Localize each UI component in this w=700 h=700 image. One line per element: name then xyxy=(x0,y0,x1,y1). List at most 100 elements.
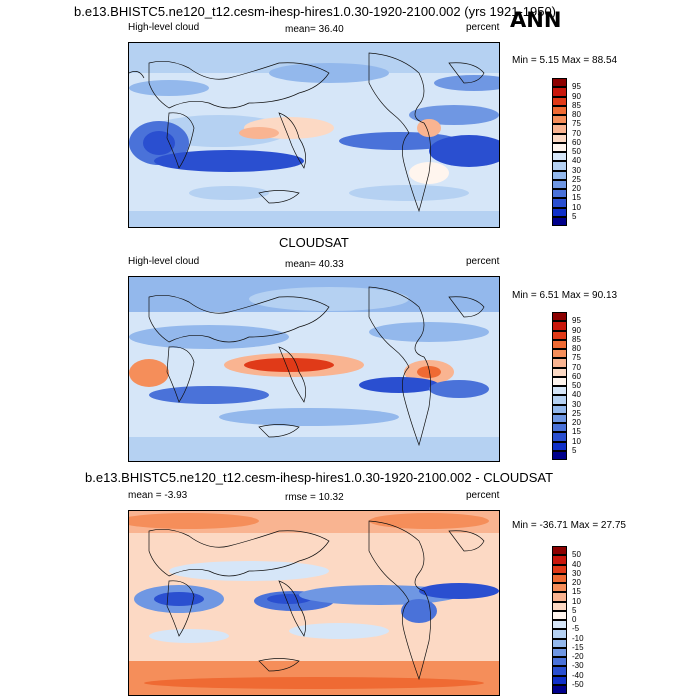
colorbar-cell xyxy=(552,358,567,368)
colorbar-label: -5 xyxy=(572,624,580,634)
colorbar-label: 30 xyxy=(572,399,581,409)
colorbar-label: 40 xyxy=(572,390,581,400)
panel2-title: CLOUDSAT xyxy=(279,235,349,250)
panel1-map xyxy=(128,42,500,228)
colorbar-label: 30 xyxy=(572,568,581,578)
colorbar-cell xyxy=(552,583,567,593)
colorbar-label: 75 xyxy=(572,119,581,129)
colorbar-label: 95 xyxy=(572,316,581,326)
colorbar-label: 85 xyxy=(572,334,581,344)
colorbar-label: -40 xyxy=(572,670,584,680)
colorbar-label: 40 xyxy=(572,559,581,569)
colorbar-label: 90 xyxy=(572,91,581,101)
panel1-mean-label: mean= 36.40 xyxy=(285,24,344,35)
colorbar-cell xyxy=(552,441,567,451)
panel1-colorbar: 95 90 85 80 75 70 60 50 40 30 25 20 15 10 5 xyxy=(552,78,592,226)
colorbar-label: -50 xyxy=(572,679,584,689)
panel3-title: b.e13.BHISTC5.ne120_t12.cesm-ihesp-hires… xyxy=(85,470,554,485)
colorbar-label: 10 xyxy=(572,436,581,446)
colorbar-label: 5 xyxy=(572,211,577,221)
colorbar-label: 20 xyxy=(572,184,581,193)
colorbar-cell xyxy=(552,684,567,694)
colorbar-label: 5 xyxy=(572,605,577,615)
colorbar-label: 95 xyxy=(572,82,581,92)
colorbar-label: 10 xyxy=(572,202,581,212)
panel2-mean-label: mean= 40.33 xyxy=(285,259,344,270)
colorbar-cell xyxy=(552,133,567,143)
colorbar-cell xyxy=(552,629,567,639)
colorbar-label: -30 xyxy=(572,661,584,671)
colorbar-cell xyxy=(552,78,567,88)
colorbar-cell xyxy=(552,573,567,583)
colorbar-cell xyxy=(552,432,567,442)
colorbar-cell xyxy=(552,152,567,162)
season-label: ANN xyxy=(510,8,562,32)
colorbar-label: -10 xyxy=(572,633,584,643)
panel3-units-label: percent xyxy=(466,490,500,501)
colorbar-cell xyxy=(552,423,567,433)
colorbar-label: 10 xyxy=(572,596,581,606)
colorbar-cell xyxy=(552,142,567,152)
colorbar-cell xyxy=(552,546,567,556)
colorbar-label: 70 xyxy=(572,128,581,138)
colorbar-cell xyxy=(552,115,567,125)
panel3-minmax-label: Min = -36.71 Max = 27.75 xyxy=(512,520,626,531)
colorbar-cell xyxy=(552,592,567,602)
colorbar-label: 80 xyxy=(572,110,581,119)
colorbar-cell xyxy=(552,339,567,349)
colorbar-cell xyxy=(552,189,567,199)
panel3-rmse-label: rmse = 10.32 xyxy=(285,492,344,503)
panel2-variable-label: High-level cloud xyxy=(128,256,200,267)
colorbar-label: 75 xyxy=(572,353,581,363)
colorbar-cell xyxy=(552,675,567,685)
panel2-map xyxy=(128,276,500,462)
colorbar-cell xyxy=(552,555,567,565)
colorbar-cell xyxy=(552,170,567,180)
colorbar-cell xyxy=(552,330,567,340)
colorbar-cell xyxy=(552,198,567,208)
panel3-mean-label: mean = -3.93 xyxy=(128,490,188,501)
colorbar-label: 30 xyxy=(572,165,581,175)
panel1-units-label: percent xyxy=(466,22,500,33)
colorbar-cell xyxy=(552,105,567,115)
colorbar-cell xyxy=(552,87,567,97)
colorbar-cell xyxy=(552,395,567,405)
colorbar-cell xyxy=(552,610,567,620)
panel2-units-label: percent xyxy=(466,256,500,267)
colorbar-cell xyxy=(552,321,567,331)
colorbar-cell xyxy=(552,601,567,611)
colorbar-label: 40 xyxy=(572,156,581,166)
panel2-minmax-label: Min = 6.51 Max = 90.13 xyxy=(512,290,618,301)
colorbar-cell xyxy=(552,647,567,657)
colorbar-cell xyxy=(552,638,567,648)
colorbar-cell xyxy=(552,564,567,574)
colorbar-label: 15 xyxy=(572,193,581,203)
colorbar-label: 70 xyxy=(572,362,581,372)
panel3-colorbar: 50 40 30 20 15 10 5 0 -5 -10 -15 -20 -30 -40 -50 xyxy=(552,546,592,694)
colorbar-label: 25 xyxy=(572,408,581,418)
colorbar-cell xyxy=(552,179,567,189)
colorbar-cell xyxy=(552,376,567,386)
colorbar-label: 50 xyxy=(572,550,581,560)
colorbar-cell xyxy=(552,207,567,217)
panel2-colorbar: 95 90 85 80 75 70 60 50 40 30 25 20 15 10 5 xyxy=(552,312,592,460)
colorbar-label: 0 xyxy=(572,615,577,624)
colorbar-label: 20 xyxy=(572,578,581,587)
colorbar-label: 15 xyxy=(572,587,581,597)
colorbar-cell xyxy=(552,404,567,414)
colorbar-label: -15 xyxy=(572,642,584,652)
colorbar-label: -20 xyxy=(572,652,584,661)
colorbar-cell xyxy=(552,349,567,359)
colorbar-cell xyxy=(552,367,567,377)
colorbar-label: 50 xyxy=(572,147,581,156)
panel3-map xyxy=(128,510,500,696)
colorbar-label: 5 xyxy=(572,445,577,455)
colorbar-cell xyxy=(552,450,567,460)
colorbar-cell xyxy=(552,413,567,423)
colorbar-label: 85 xyxy=(572,100,581,110)
colorbar-cell xyxy=(552,96,567,106)
colorbar-cell xyxy=(552,124,567,134)
colorbar-label: 15 xyxy=(572,427,581,437)
colorbar-cell xyxy=(552,620,567,630)
colorbar-cell xyxy=(552,161,567,171)
